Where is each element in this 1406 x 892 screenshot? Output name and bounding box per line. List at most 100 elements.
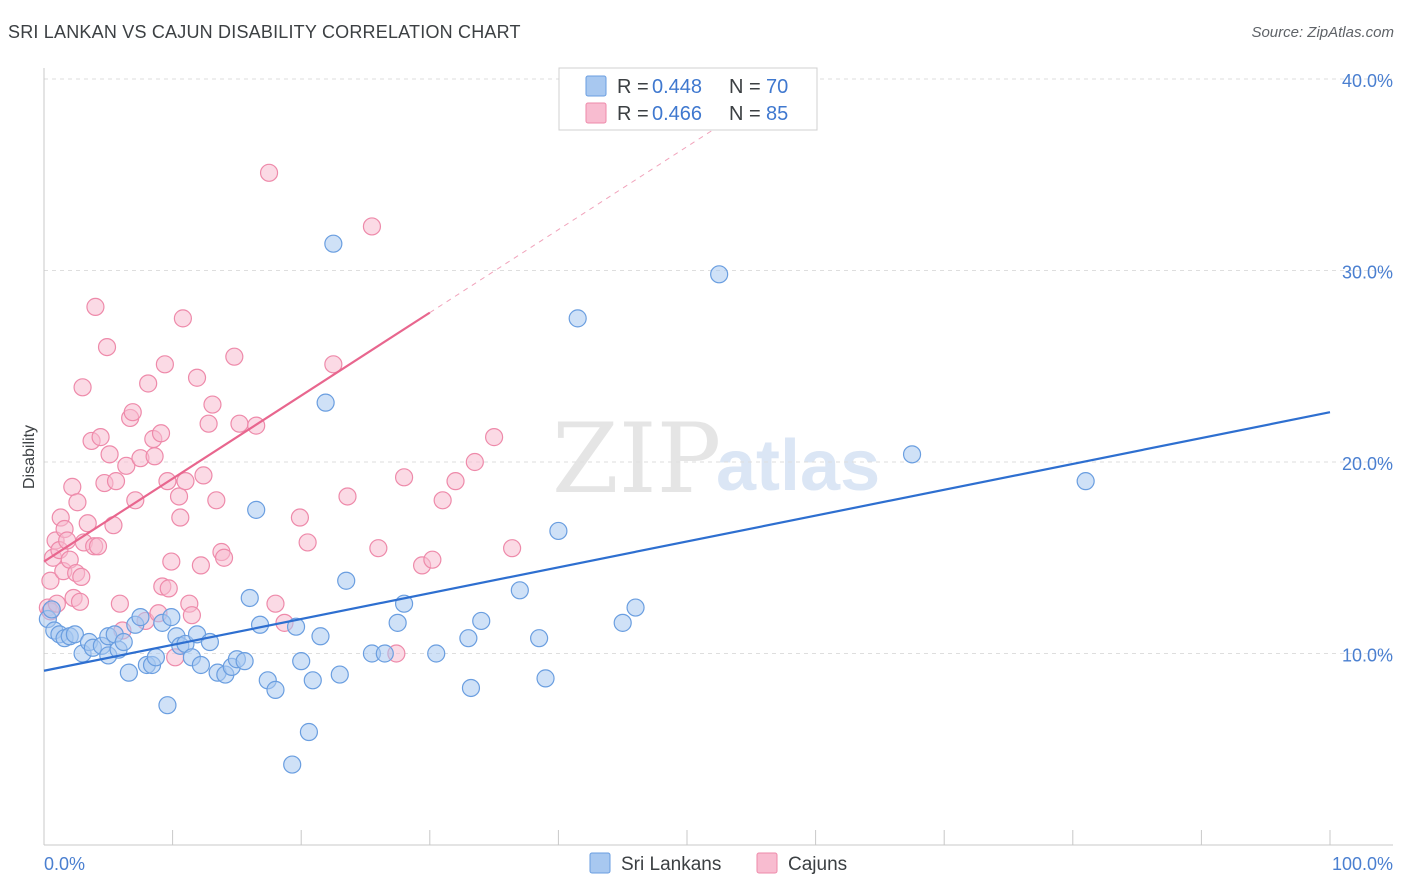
y-tick-label: 30.0% — [1342, 263, 1393, 283]
cajun-point — [230, 414, 249, 433]
sri-lankan-point — [626, 598, 645, 617]
cajuns-points — [38, 163, 522, 667]
cajun-point — [159, 579, 178, 598]
cajuns-trend-line — [43, 311, 431, 563]
x-tick-labels: 0.0% 100.0% — [44, 854, 1393, 874]
series-label-cajuns: Cajuns — [788, 854, 847, 875]
sri-lankan-point — [549, 521, 568, 541]
cajuns-trend-extension — [429, 113, 739, 314]
sri-lankan-point — [42, 600, 61, 619]
cajun-point — [139, 374, 158, 393]
cajun-point — [207, 491, 226, 510]
sri-lankan-point — [330, 665, 349, 684]
series-swatch-cajuns — [756, 852, 778, 874]
sri-lankan-point — [162, 608, 181, 627]
cajun-point — [423, 550, 442, 569]
cajun-point — [91, 428, 110, 447]
axes — [43, 68, 1393, 846]
cajun-point — [169, 487, 189, 506]
legend-n-value-1: 70 — [766, 76, 788, 98]
series-label-sri-lankans: Sri Lankans — [621, 854, 721, 875]
cajun-point — [110, 594, 129, 613]
sri-lankan-point — [146, 648, 165, 667]
cajun-point — [266, 594, 285, 613]
x-tick-label-min: 0.0% — [44, 854, 85, 874]
sri-lankan-point — [530, 629, 549, 648]
cajun-point — [259, 163, 279, 182]
watermark: ZIP atlas — [552, 403, 880, 515]
sri-lankans-points — [38, 234, 1095, 774]
trend-lines — [43, 113, 1331, 672]
sri-lankan-point — [292, 652, 311, 671]
cajun-point — [86, 297, 105, 316]
series-swatch-sri-lankans — [589, 852, 611, 874]
grid-lines — [44, 78, 1393, 654]
cajun-point — [162, 552, 181, 571]
cajun-point — [63, 477, 82, 496]
source-label: Source: ZipAtlas.com — [1251, 24, 1394, 41]
cajun-point — [73, 378, 92, 397]
cajun-point — [324, 355, 343, 374]
sri-lankan-point — [427, 644, 446, 663]
legend-n-label-2: N = — [729, 103, 761, 125]
cajun-point — [171, 508, 190, 527]
y-axis-title: Disability — [21, 425, 38, 489]
cajun-point — [123, 403, 142, 422]
cajun-point — [70, 592, 90, 611]
y-tick-label: 20.0% — [1342, 454, 1393, 474]
series-legend: Sri Lankans Cajuns — [589, 852, 847, 875]
cajun-point — [88, 537, 108, 556]
sri-lankan-point — [65, 625, 84, 644]
cajun-point — [369, 539, 388, 558]
legend-r-value-1: 0.448 — [652, 76, 702, 98]
cajun-point — [191, 556, 210, 575]
sri-lankan-point — [158, 696, 177, 715]
sri-lankan-point — [316, 393, 335, 412]
sri-lankan-point — [131, 608, 150, 627]
legend-swatch-blue — [585, 75, 607, 97]
sri-lankan-point — [337, 571, 356, 590]
cajun-point — [176, 472, 195, 491]
watermark-zip: ZIP — [552, 403, 721, 515]
cajun-point — [298, 533, 317, 552]
cajun-point — [78, 514, 97, 533]
sri-lankan-point — [240, 588, 259, 608]
sri-lankan-point — [510, 581, 529, 600]
cajun-point — [187, 368, 207, 387]
sri-lankan-point — [303, 671, 322, 690]
cajun-point — [100, 445, 119, 464]
sri-lankan-point — [568, 309, 587, 328]
cajun-point — [97, 338, 117, 357]
sri-lankan-point — [283, 755, 302, 774]
sri-lankan-point — [191, 655, 210, 675]
legend-r-label-2: R = — [617, 103, 649, 125]
cajun-point — [465, 452, 484, 472]
cajun-point — [394, 468, 414, 487]
cajun-point — [104, 516, 123, 535]
y-tick-label: 40.0% — [1342, 71, 1393, 91]
sri-lankan-point — [250, 615, 270, 634]
legend-r-label-1: R = — [617, 76, 649, 98]
sri-lankan-point — [472, 611, 491, 631]
cajun-point — [117, 456, 136, 475]
cajun-point — [199, 414, 218, 433]
sri-lankan-point — [461, 678, 481, 698]
cajun-point — [106, 472, 126, 491]
cajun-point — [446, 472, 465, 491]
sri-lankan-point — [613, 613, 632, 632]
cajun-point — [72, 567, 91, 587]
watermark-atlas: atlas — [716, 426, 880, 506]
sri-lankan-point — [324, 234, 343, 253]
sri-lankan-point — [710, 265, 729, 284]
cajun-point — [338, 487, 357, 506]
sri-lankan-point — [235, 652, 254, 671]
cajun-point — [194, 466, 213, 485]
sri-lankan-point — [299, 722, 319, 742]
y-tick-label: 10.0% — [1342, 646, 1393, 666]
cajun-point — [145, 447, 164, 466]
legend-n-value-2: 85 — [766, 103, 788, 125]
cajun-point — [182, 606, 201, 625]
cajun-point — [173, 309, 192, 328]
correlation-legend: R = 0.448 N = 70 R = 0.466 N = 85 — [558, 67, 818, 131]
